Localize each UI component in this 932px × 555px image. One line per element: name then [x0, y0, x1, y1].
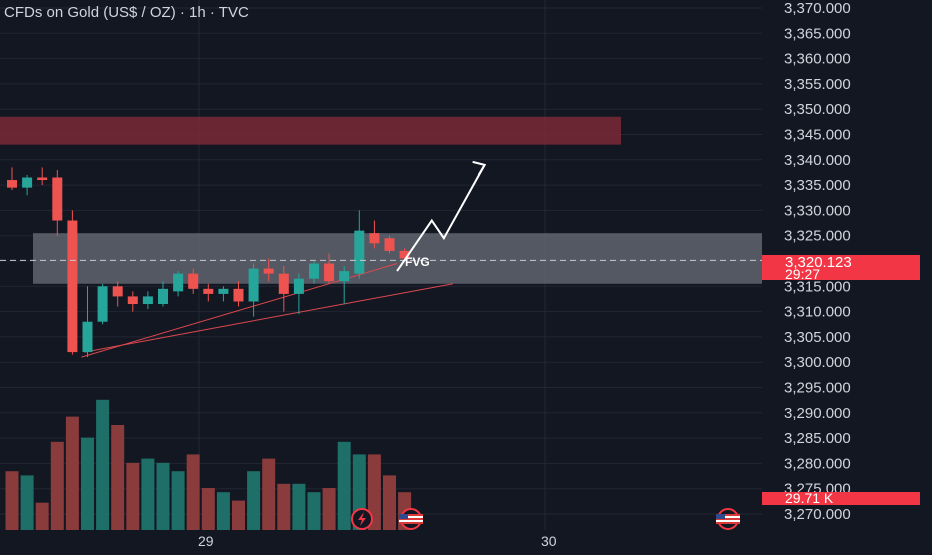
volume-bar	[383, 475, 396, 530]
event-marker-us-flag-1[interactable]	[399, 508, 423, 530]
price-tick-label: 3,370.000	[784, 0, 851, 17]
price-tick-label: 3,350.000	[784, 101, 851, 118]
volume-bar	[367, 454, 381, 530]
volume-bar	[20, 475, 34, 530]
candle-body[interactable]	[188, 273, 199, 289]
projection-arrowhead	[472, 160, 487, 176]
candle-body[interactable]	[82, 321, 93, 353]
current-price-tag: 3,320.123 29:27	[762, 254, 920, 282]
price-tick-label: 3,280.000	[784, 455, 851, 472]
volume-bar	[277, 483, 291, 530]
candle-body[interactable]	[158, 288, 168, 305]
candle-body[interactable]	[339, 271, 350, 282]
volume-bar	[322, 488, 336, 530]
price-axis[interactable]: 3,370.000 3,365.000 3,360.000 3,355.000 3,35…	[784, 0, 851, 523]
candle-body[interactable]	[22, 177, 33, 188]
price-tick-label: 3,360.000	[784, 51, 851, 68]
volume-bar	[65, 416, 79, 530]
volume-bar	[262, 458, 276, 530]
price-tick-label: 3,315.000	[784, 278, 851, 295]
candle-body[interactable]	[278, 273, 289, 294]
price-tick-label: 3,335.000	[784, 177, 851, 194]
resistance-zone	[0, 116, 621, 145]
price-tick-label: 3,325.000	[784, 228, 851, 245]
candle-body[interactable]	[37, 177, 48, 181]
candle-body[interactable]	[142, 296, 153, 305]
price-tick-label: 3,295.000	[784, 380, 851, 397]
time-label-29: 29	[198, 533, 214, 549]
bar-countdown-label: 29:27	[785, 266, 820, 282]
volume-bar	[307, 492, 321, 530]
volume-bar	[50, 441, 64, 530]
price-tick-label: 3,345.000	[784, 127, 851, 144]
price-tick-label: 3,310.000	[784, 304, 851, 321]
price-tick-label: 3,285.000	[784, 430, 851, 447]
candle-body[interactable]	[309, 263, 319, 279]
candle-body[interactable]	[293, 278, 304, 294]
price-tick-label: 3,300.000	[784, 354, 851, 371]
volume-bar	[292, 483, 306, 530]
price-tick-label: 3,270.000	[784, 506, 851, 523]
candle-body[interactable]	[52, 177, 63, 221]
candle-body[interactable]	[248, 268, 259, 302]
volume-bar	[156, 462, 170, 530]
price-tick-label: 3,355.000	[784, 76, 851, 93]
volume-bar	[35, 502, 49, 530]
price-tick-label: 3,330.000	[784, 202, 851, 219]
volume-bar	[171, 471, 185, 530]
volume-bar	[247, 471, 261, 530]
us-flag-icon	[399, 514, 423, 524]
candle-body[interactable]	[7, 180, 17, 188]
volume-bar	[126, 462, 140, 530]
volume-layer	[5, 399, 412, 530]
candle-body[interactable]	[369, 233, 380, 244]
lightning-icon	[358, 512, 366, 526]
volume-bar	[232, 500, 245, 530]
candle-body[interactable]	[173, 273, 184, 292]
fvg-label: FVG	[405, 255, 430, 269]
volume-bar	[96, 399, 110, 530]
volume-bar	[141, 458, 155, 530]
fvg-zone	[33, 233, 762, 284]
candle-body[interactable]	[112, 286, 123, 297]
candle-body[interactable]	[233, 288, 244, 302]
candle-body[interactable]	[354, 230, 365, 274]
volume-bar	[5, 471, 19, 530]
event-marker-lightning[interactable]	[351, 508, 373, 530]
chart-title: CFDs on Gold (US$ / OZ) · 1h · TVC	[4, 4, 249, 21]
volume-bar	[201, 488, 215, 530]
candle-body[interactable]	[384, 238, 395, 251]
us-flag-icon	[716, 514, 740, 524]
projection-path	[396, 164, 486, 272]
price-tick-label: 3,305.000	[784, 329, 851, 346]
candle-body[interactable]	[203, 288, 214, 294]
candle-body[interactable]	[97, 286, 108, 322]
candle-body[interactable]	[263, 268, 274, 274]
volume-bar	[186, 454, 200, 530]
volume-bar	[216, 492, 230, 530]
time-label-30: 30	[541, 533, 557, 549]
zone-layer	[0, 116, 762, 284]
price-tick-label: 3,365.000	[784, 25, 851, 42]
volume-bar	[111, 425, 125, 530]
projection-layer	[396, 160, 487, 272]
volume-bar	[337, 441, 351, 530]
current-price-label: 3,320.123	[785, 254, 852, 271]
price-tick-label: 3,340.000	[784, 152, 851, 169]
candle-body[interactable]	[67, 220, 78, 353]
trendline	[84, 283, 454, 353]
candle-body[interactable]	[399, 250, 410, 259]
volume-label: 29.71 K	[785, 490, 834, 506]
price-tick-label: 3,290.000	[784, 405, 851, 422]
volume-tag: 29.71 K	[762, 490, 920, 506]
candle-body[interactable]	[127, 296, 138, 305]
candle-body[interactable]	[218, 288, 229, 294]
candle-body[interactable]	[324, 263, 335, 282]
candle-layer[interactable]	[0, 167, 762, 358]
event-marker-us-flag-2[interactable]	[716, 508, 740, 530]
volume-bar	[81, 437, 94, 530]
